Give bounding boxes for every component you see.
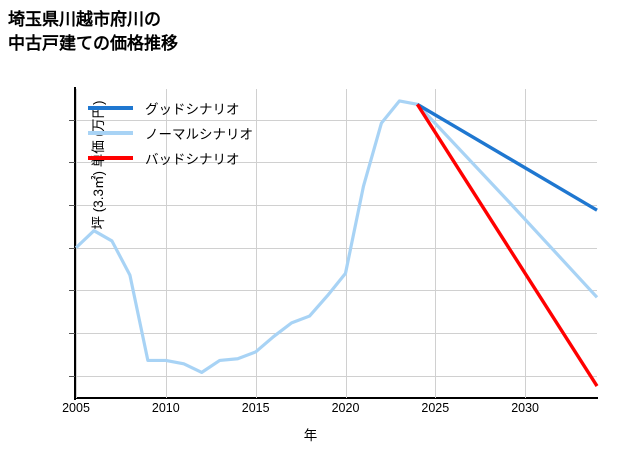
gridline-vertical (165, 89, 167, 398)
gridline-horizontal (76, 333, 597, 335)
series-line (74, 99, 599, 374)
legend-color-swatch (88, 130, 133, 135)
gridline-horizontal (76, 162, 597, 164)
page-title: 埼玉県川越市府川の 中古戸建ての価格推移 (8, 10, 178, 54)
legend-item[interactable]: バッドシナリオ (88, 145, 253, 170)
gridline-horizontal (76, 247, 597, 249)
x-axis-label: 年 (303, 428, 318, 443)
series-line (416, 102, 598, 212)
legend-color-swatch (88, 155, 133, 160)
legend-label: ノーマルシナリオ (145, 126, 253, 142)
y-tick-mark (69, 119, 75, 121)
gridline-horizontal (76, 205, 597, 207)
legend-label: バッドシナリオ (145, 151, 240, 167)
gridline-horizontal (76, 375, 597, 377)
gridline-horizontal (76, 290, 597, 292)
legend-color-swatch (88, 105, 133, 110)
gridline-vertical (255, 89, 257, 398)
gridline-vertical (76, 89, 77, 398)
y-tick-mark (69, 333, 75, 335)
gridline-vertical (345, 89, 347, 398)
x-tick-label: 2020 (331, 401, 360, 415)
gridline-horizontal (76, 119, 597, 121)
x-tick-label: 2010 (151, 401, 180, 415)
x-axis-line (74, 397, 598, 399)
y-tick-mark (69, 247, 75, 249)
y-tick-mark (69, 290, 75, 292)
x-tick-label: 2005 (62, 401, 90, 415)
x-tick-label: 2025 (421, 401, 450, 415)
y-axis-line (74, 87, 76, 400)
x-tick-label: 2015 (241, 401, 270, 415)
series-line (415, 103, 599, 387)
y-tick-mark (69, 162, 75, 164)
y-tick-mark (69, 205, 75, 207)
plot-area (74, 89, 599, 398)
series-lines (74, 99, 599, 387)
gridline-vertical (435, 89, 437, 398)
y-tick-mark (69, 375, 75, 377)
chart-legend: グッドシナリオ ノーマルシナリオ バッドシナリオ (88, 95, 253, 170)
legend-label: グッドシナリオ (145, 101, 240, 117)
x-tick-label: 2030 (511, 401, 539, 415)
gridline-vertical (525, 89, 527, 398)
legend-item[interactable]: グッドシナリオ (88, 95, 253, 120)
legend-item[interactable]: ノーマルシナリオ (88, 120, 253, 145)
